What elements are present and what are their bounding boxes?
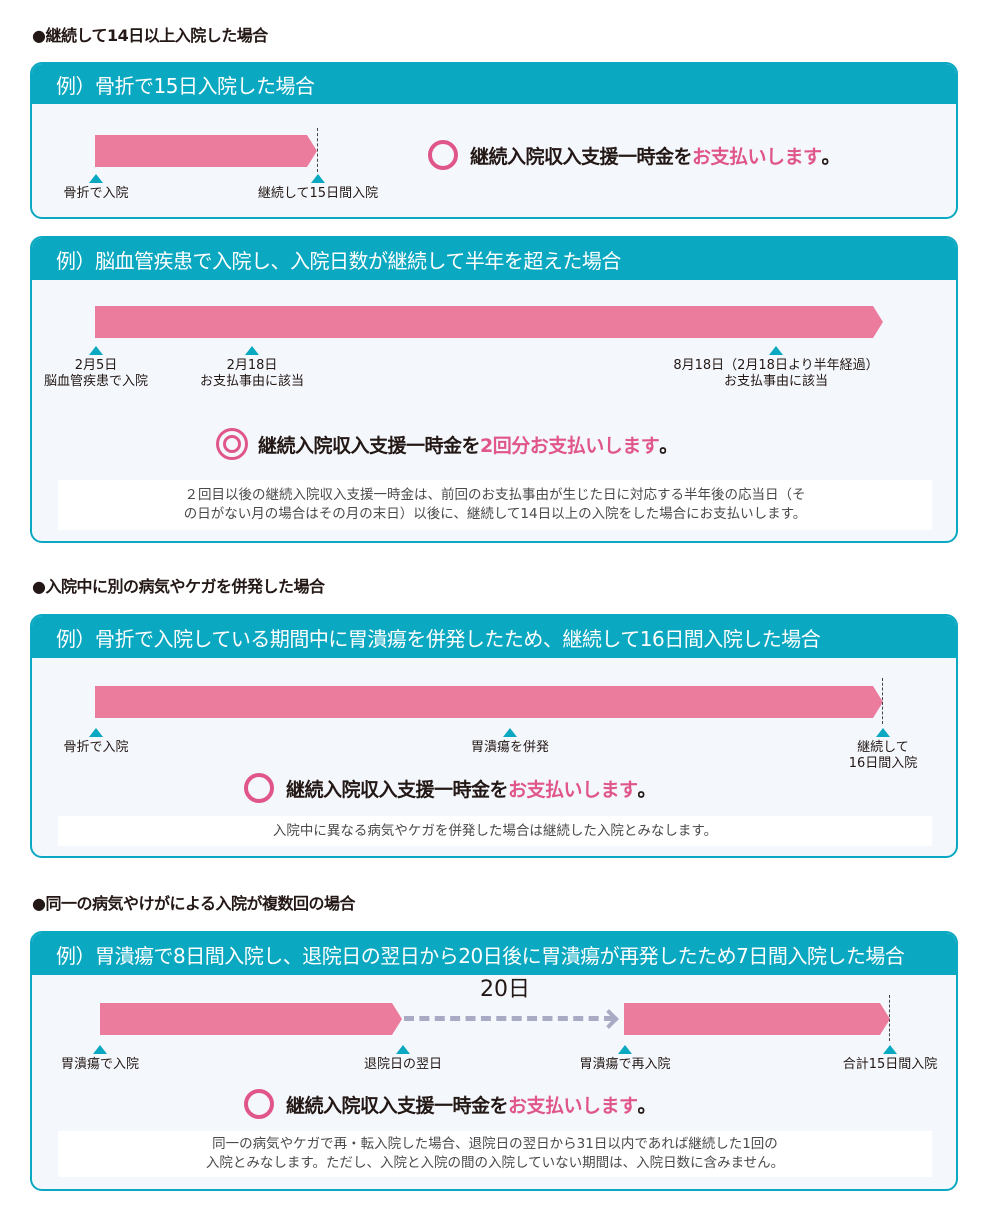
circle-icon xyxy=(244,773,274,803)
first-hospitalization-bar xyxy=(100,1003,402,1035)
case-title: 例）骨折で入院している期間中に胃潰瘍を併発したため、継続して16日間入院した場合 xyxy=(32,616,956,658)
payment-result: 継続入院収入支援一時金を お支払いします。 xyxy=(244,1089,657,1119)
marker-date: 2月5日 xyxy=(74,358,118,373)
timeline: 骨折で入院 胃潰瘍を併発 継続して 16日間入院 継続入院収入支援一時金を お支払… xyxy=(32,658,956,856)
marker-label: 8月18日（2月18日より半年経過） お支払事由に該当 xyxy=(673,358,878,390)
marker-label: 骨折で入院 xyxy=(63,186,129,201)
hospitalization-bar xyxy=(95,306,883,338)
timeline: 20日 胃潰瘍で入院 退院日の翌日 胃潰瘍で再入院 合計15日間入院 継続入院収… xyxy=(32,975,956,1189)
marker-desc: お支払事由に該当 xyxy=(199,374,305,389)
result-text: 継続入院収入支援一時金を xyxy=(286,778,509,801)
marker-label: 合計15日間入院 xyxy=(842,1057,938,1072)
circle-icon xyxy=(244,1089,274,1119)
note-line: ２回目以後の継続入院収入支援一時金は、前回のお支払事由が生じた日に対応する半年後… xyxy=(184,487,806,503)
gap-days-label: 20日 xyxy=(480,977,530,1002)
marker-triangle-icon xyxy=(93,1045,107,1054)
note-line: 入院とみなします。ただし、入院と入院の間の入院していない期間は、入院日数に含みま… xyxy=(205,1155,785,1171)
marker-label: 2月5日 脳血管疾患で入院 xyxy=(44,358,148,390)
result-suffix: 。 xyxy=(637,1094,657,1117)
marker-triangle-icon xyxy=(89,346,103,355)
marker-date: 2月18日 xyxy=(226,358,278,373)
marker-label: 継続して15日間入院 xyxy=(257,186,379,201)
marker-triangle-icon xyxy=(245,346,259,355)
marker-triangle-icon xyxy=(311,174,325,183)
circle-icon xyxy=(428,140,458,170)
case-box-fracture-15-days: 例）骨折で15日入院した場合 骨折で入院 継続して15日間入院 継続入院収入支援… xyxy=(30,62,958,219)
case-title: 例）脳血管疾患で入院し、入院日数が継続して半年を超えた場合 xyxy=(32,238,956,280)
marker-label: 2月18日 お支払事由に該当 xyxy=(200,358,304,390)
marker-triangle-icon xyxy=(89,728,103,737)
gap-arrow-icon xyxy=(599,1009,619,1029)
marker-label: 骨折で入院 xyxy=(63,740,129,755)
result-text: 継続入院収入支援一時金を xyxy=(286,1094,509,1117)
note-line: の日がない月の場合はその月の末日）以後に、継続して14日以上の入院をした場合にお… xyxy=(183,506,807,522)
end-dash-line xyxy=(889,995,890,1041)
double-circle-icon xyxy=(216,428,248,460)
note-box: 入院中に異なる病気やケガを併発した場合は継続した入院とみなします。 xyxy=(58,816,932,846)
gap-dashed-line xyxy=(404,1016,614,1021)
marker-label: 継続して 16日間入院 xyxy=(849,740,918,772)
marker-triangle-icon xyxy=(89,174,103,183)
payment-result: 継続入院収入支援一時金を 2回分お支払いします。 xyxy=(216,428,678,460)
marker-label: 退院日の翌日 xyxy=(363,1057,443,1072)
result-suffix: 。 xyxy=(637,778,657,801)
timeline: 骨折で入院 継続して15日間入院 継続入院収入支援一時金を お支払いします。 xyxy=(32,104,956,217)
result-suffix: 。 xyxy=(659,434,678,457)
marker-desc: 脳血管疾患で入院 xyxy=(43,374,149,389)
timeline: 2月5日 脳血管疾患で入院 2月18日 お支払事由に該当 8月18日（2月18日… xyxy=(32,280,956,541)
note-line: 入院中に異なる病気やケガを併発した場合は継続した入院とみなします。 xyxy=(272,822,718,839)
hospitalization-bar xyxy=(95,135,317,167)
result-highlight: お支払いします xyxy=(508,778,638,801)
marker-line: 16日間入院 xyxy=(848,756,918,771)
second-hospitalization-bar xyxy=(624,1003,890,1035)
case-box-ulcer-rehospitalization: 例）胃潰瘍で8日間入院し、退院日の翌日から20日後に胃潰瘍が再発したため7日間入… xyxy=(30,931,958,1191)
result-suffix: 。 xyxy=(821,145,841,168)
marker-desc: お支払事由に該当 xyxy=(723,374,828,389)
note-line: 同一の病気やケガで再・転入院した場合、退院日の翌日から31日以内であれば継続した… xyxy=(212,1136,778,1152)
marker-triangle-icon xyxy=(503,728,517,737)
marker-triangle-icon xyxy=(618,1045,632,1054)
result-highlight: 2回分お支払いします xyxy=(480,434,660,457)
case-title: 例）胃潰瘍で8日間入院し、退院日の翌日から20日後に胃潰瘍が再発したため7日間入… xyxy=(32,933,956,975)
case-title: 例）骨折で15日入院した場合 xyxy=(32,64,956,104)
end-dash-line xyxy=(317,128,318,172)
note-box: 同一の病気やケガで再・転入院した場合、退院日の翌日から31日以内であれば継続した… xyxy=(58,1131,932,1177)
case-box-fracture-ulcer-16-days: 例）骨折で入院している期間中に胃潰瘍を併発したため、継続して16日間入院した場合… xyxy=(30,614,958,858)
case-box-cerebrovascular-half-year: 例）脳血管疾患で入院し、入院日数が継続して半年を超えた場合 2月5日 脳血管疾患… xyxy=(30,236,958,543)
section-heading-complication: ●入院中に別の病気やケガを併発した場合 xyxy=(32,577,325,596)
result-highlight: お支払いします xyxy=(508,1094,638,1117)
marker-triangle-icon xyxy=(396,1045,410,1054)
marker-label: 胃潰瘍で再入院 xyxy=(579,1057,671,1072)
section-heading-continuous-14-days: ●継続して14日以上入院した場合 xyxy=(32,26,268,45)
marker-triangle-icon xyxy=(769,346,783,355)
marker-date: 8月18日（2月18日より半年経過） xyxy=(673,358,879,373)
marker-label: 胃潰瘍を併発 xyxy=(470,740,550,755)
section-heading-repeated-hospitalization: ●同一の病気やけがによる入院が複数回の場合 xyxy=(32,894,355,913)
marker-triangle-icon xyxy=(883,1045,897,1054)
hospitalization-bar xyxy=(95,686,883,718)
end-dash-line xyxy=(882,678,883,724)
result-highlight: お支払いします xyxy=(692,145,822,168)
marker-label: 胃潰瘍で入院 xyxy=(60,1057,140,1072)
result-text: 継続入院収入支援一時金を xyxy=(258,434,481,457)
payment-result: 継続入院収入支援一時金を お支払いします。 xyxy=(428,140,841,170)
marker-line: 継続して xyxy=(857,740,909,755)
marker-triangle-icon xyxy=(876,728,890,737)
payment-result: 継続入院収入支援一時金を お支払いします。 xyxy=(244,773,657,803)
result-text: 継続入院収入支援一時金を xyxy=(470,145,693,168)
note-box: ２回目以後の継続入院収入支援一時金は、前回のお支払事由が生じた日に対応する半年後… xyxy=(58,480,932,530)
